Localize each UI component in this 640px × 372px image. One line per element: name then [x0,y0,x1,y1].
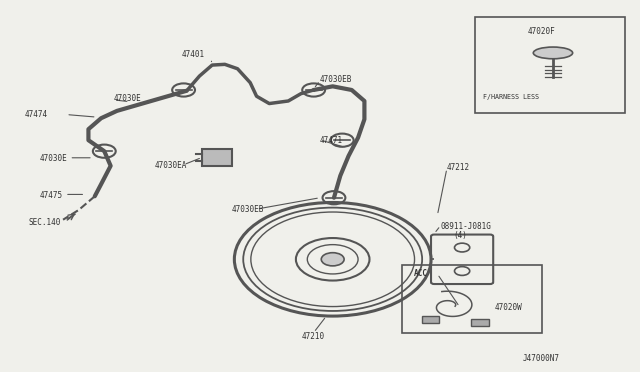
Text: 47210: 47210 [302,332,325,341]
Text: 47474: 47474 [25,110,48,119]
Text: J47000N7: J47000N7 [523,354,560,363]
Text: 08911-J081G: 08911-J081G [440,222,492,231]
Text: 47020W: 47020W [495,303,522,312]
Text: 47030EB: 47030EB [320,75,353,84]
Text: F/HARNESS LESS: F/HARNESS LESS [483,94,539,100]
Ellipse shape [533,47,573,59]
Text: (4): (4) [453,231,467,240]
Text: 47030E: 47030E [114,93,141,103]
Bar [403,265,542,333]
Text: 47030EA: 47030EA [155,161,188,170]
Text: SEC.140: SEC.140 [28,218,61,227]
Text: 47020F: 47020F [527,27,556,36]
Bar [422,316,439,323]
Text: 47030EB: 47030EB [231,205,264,214]
Text: 47471: 47471 [320,136,343,145]
Text: 47401: 47401 [182,49,205,58]
Bar [471,319,489,326]
Bar [202,149,232,166]
Text: 47475: 47475 [40,191,63,200]
Text: 47212: 47212 [447,163,470,172]
Bar [476,17,625,113]
Text: ACC: ACC [414,269,428,278]
Circle shape [321,253,344,266]
Text: 47030E: 47030E [40,154,67,163]
